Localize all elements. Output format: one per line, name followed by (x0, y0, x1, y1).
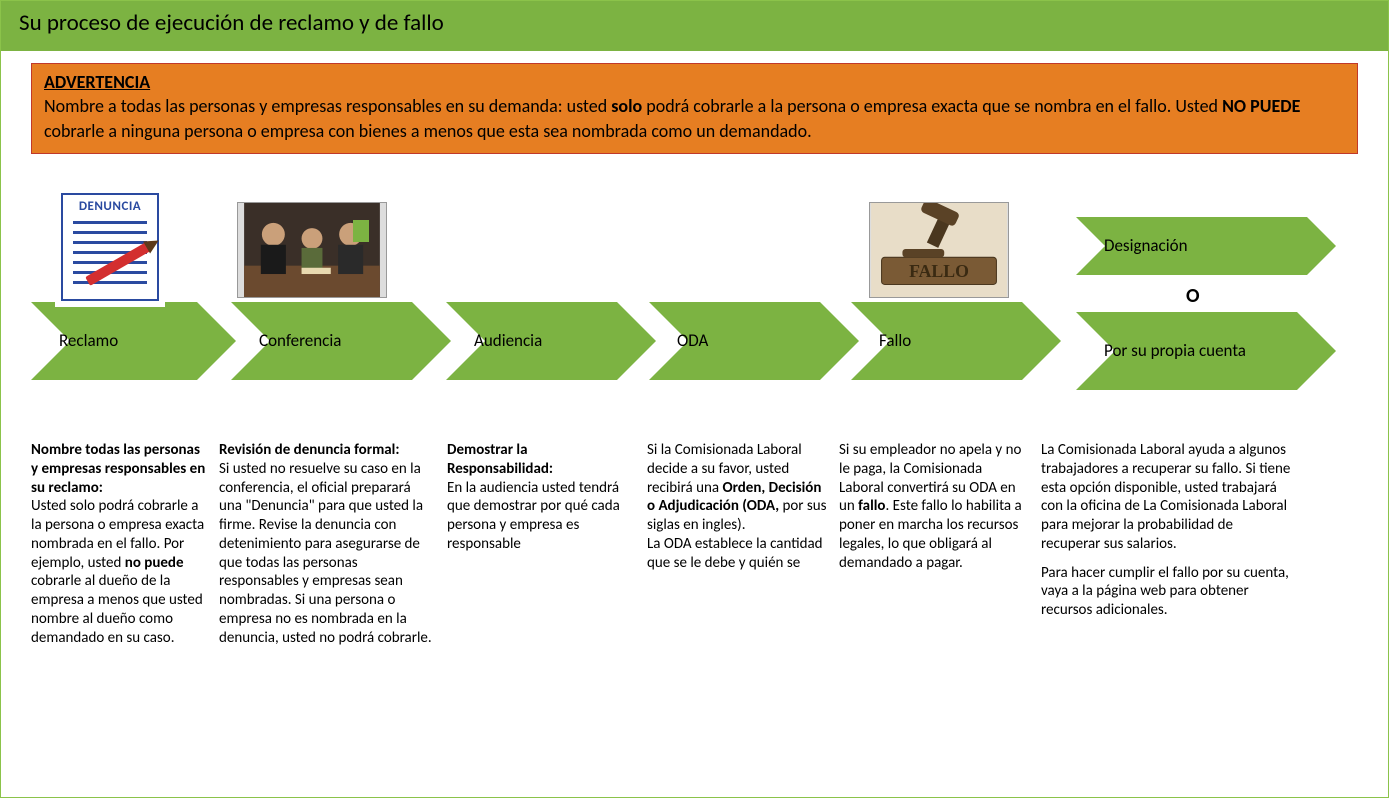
warning-text-1: Nombre a todas las personas y empresas r… (44, 95, 611, 117)
flow-step-label: Conferencia (259, 331, 379, 351)
flow-step-oda: ODA (649, 302, 859, 380)
page-title: Su proceso de ejecución de reclamo y de … (19, 9, 444, 37)
conference-photo (237, 202, 387, 298)
desc-fallo: Si su empleador no apela y no le paga, l… (839, 441, 1029, 657)
warning-heading: ADVERTENCIA (44, 70, 1345, 94)
green-marker (353, 220, 369, 242)
desc-oda: Si la Comisionada Laboral decide a su fa… (647, 441, 827, 657)
desc-audiencia: Demostrar la Responsabilidad:En la audie… (447, 441, 635, 657)
flow-step-label: Fallo (879, 331, 999, 351)
page-container: Su proceso de ejecución de reclamo y de … (0, 0, 1389, 798)
branch-designacion: Designación (1076, 217, 1336, 275)
branch-or-label: O (1186, 284, 1200, 308)
flow-step-label: Audiencia (474, 331, 594, 351)
branch-label: Por su propia cuenta (1104, 341, 1274, 361)
flow-area: Reclamo DENUNCIA Conferencia AudienciaOD… (1, 172, 1388, 432)
descriptions-row: Nombre todas las personas y empresas res… (31, 441, 1358, 657)
desc-branch: La Comisionada Laboral ayuda a algunos t… (1041, 441, 1291, 657)
warning-box: ADVERTENCIA Nombre a todas las personas … (31, 63, 1358, 154)
warning-body: Nombre a todas las personas y empresas r… (44, 94, 1345, 143)
svg-text:FALLO: FALLO (909, 261, 969, 281)
warning-text-3: cobrarle a ninguna persona o empresa con… (44, 120, 812, 142)
flow-step-conferencia: Conferencia (231, 302, 451, 380)
desc-reclamo: Nombre todas las personas y empresas res… (31, 441, 207, 657)
denuncia-doc-icon: DENUNCIA (55, 187, 165, 307)
warning-nopuede: NO PUEDE (1222, 95, 1300, 117)
branch-label: Designación (1104, 236, 1274, 256)
page-title-bar: Su proceso de ejecución de reclamo y de … (1, 1, 1388, 51)
flow-step-reclamo: Reclamo DENUNCIA (31, 302, 236, 380)
flow-step-fallo: Fallo FALLO (851, 302, 1061, 380)
flow-step-audiencia: Audiencia (446, 302, 656, 380)
flow-step-label: ODA (677, 331, 797, 351)
fallo-gavel-photo: FALLO (869, 202, 1009, 298)
flow-step-label: Reclamo (59, 331, 179, 351)
warning-solo: solo (611, 95, 642, 117)
desc-conferencia: Revisión de denuncia formal:Si usted no … (219, 441, 435, 657)
branch-porcuenta: Por su propia cuenta (1076, 312, 1336, 390)
warning-text-2: podrá cobrarle a la persona o empresa ex… (642, 95, 1222, 117)
